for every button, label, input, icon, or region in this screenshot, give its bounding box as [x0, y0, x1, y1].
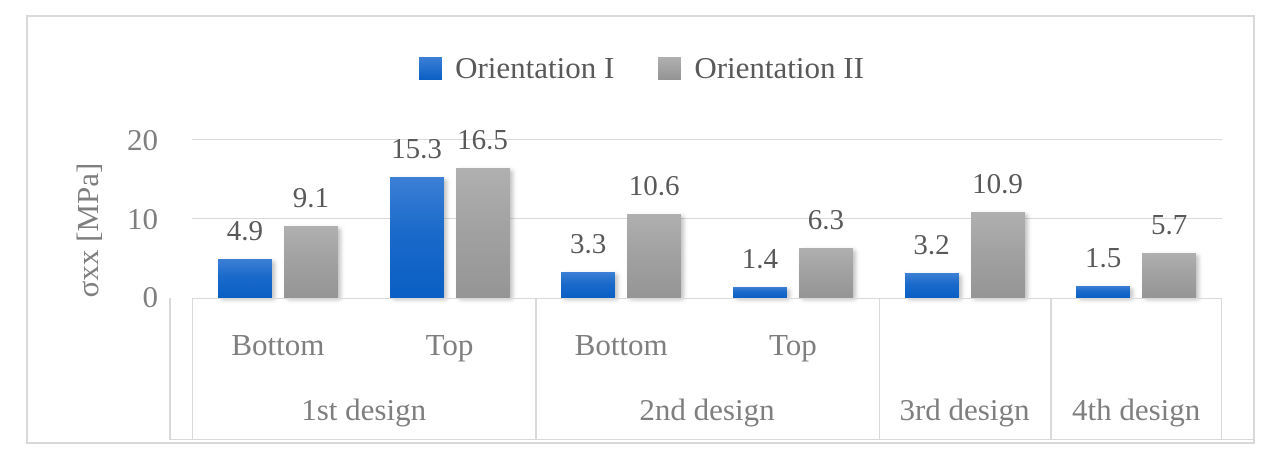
bar-value-label: 15.3	[391, 133, 442, 165]
bar-series-1-cat-1	[217, 259, 272, 298]
legend-item-orientation-1: Orientation I	[419, 50, 614, 86]
bar-value-label: 1.5	[1085, 242, 1122, 274]
bar-series-1-cat-6	[1076, 286, 1131, 298]
category-cell-label: Bottom	[574, 327, 668, 362]
bar-series-2-cat-2	[455, 168, 510, 298]
legend-swatch-gray-icon	[658, 56, 682, 80]
bar-value-label: 3.2	[913, 229, 950, 261]
axis-left-extension	[169, 298, 171, 440]
y-tick-label: 10	[127, 201, 158, 236]
bar-series-2-cat-3	[627, 214, 682, 298]
bar-value-label: 5.7	[1151, 209, 1188, 241]
bar-series-2-cat-1	[283, 226, 338, 298]
bar-value-label: 4.9	[226, 215, 263, 247]
group-divider-line	[535, 298, 537, 440]
bar-series-2-cat-5	[970, 212, 1025, 298]
bar-series-2-cat-6	[1142, 253, 1197, 298]
bar-value-label: 3.3	[570, 228, 607, 260]
legend-label: Orientation I	[455, 50, 615, 85]
bar-value-label: 10.9	[972, 168, 1023, 200]
bar-value-label: 6.3	[807, 204, 844, 236]
legend-swatch-blue-icon	[419, 56, 443, 80]
bar-series-1-cat-2	[389, 177, 444, 298]
legend-item-orientation-2: Orientation II	[658, 50, 864, 86]
design-group-label: 3rd design	[899, 392, 1030, 427]
bar-series-2-cat-4	[798, 248, 853, 298]
bar-value-label: 1.4	[741, 243, 778, 275]
category-axis-box	[192, 298, 1222, 440]
category-cell-label: Top	[425, 327, 474, 362]
y-tick-label: 0	[142, 279, 159, 314]
category-cell-label: Bottom	[231, 327, 325, 362]
legend: Orientation I Orientation II	[0, 50, 1283, 86]
group-divider-line	[1050, 298, 1052, 440]
design-group-label: 2nd design	[639, 392, 775, 427]
bar-series-1-cat-4	[732, 287, 787, 298]
bar-value-label: 16.5	[457, 124, 508, 156]
bar-series-1-cat-3	[561, 272, 616, 298]
design-group-label: 1st design	[301, 392, 427, 427]
bar-value-label: 10.6	[628, 170, 680, 202]
gridline-20	[192, 139, 1222, 141]
legend-label: Orientation II	[694, 50, 864, 85]
bar-series-1-cat-5	[904, 273, 959, 298]
group-divider-line	[878, 298, 881, 440]
y-tick-label: 20	[127, 122, 158, 157]
gridline-10	[192, 218, 1222, 220]
category-cell-label: Top	[768, 327, 817, 362]
bar-value-label: 9.1	[292, 182, 329, 214]
design-group-label: 4th design	[1072, 392, 1201, 427]
